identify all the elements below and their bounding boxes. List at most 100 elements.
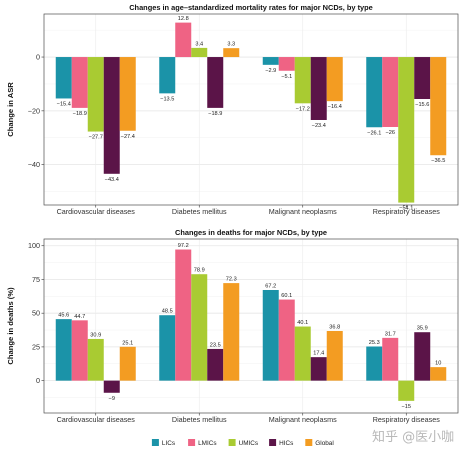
bar-lics-1 [55, 319, 72, 381]
legend-swatch-lics [151, 439, 159, 446]
bar-lics-3 [262, 289, 279, 381]
data-label: 12.8 [178, 16, 189, 22]
x-tick-label: Cardiovascular diseases [57, 207, 136, 216]
bar-lmics-2 [175, 22, 192, 58]
bar-lmics-2 [175, 249, 192, 381]
plot-border [43, 238, 459, 414]
bar-lmics-1 [71, 57, 88, 108]
y-tick-label: 25 [32, 342, 40, 351]
bar-umics-4 [398, 57, 415, 203]
data-label: −27.7 [89, 135, 103, 141]
y-tick-label: 75 [32, 275, 40, 284]
data-label: 25.3 [369, 340, 380, 346]
data-label: −26 [386, 130, 396, 136]
y-tick-label: 50 [32, 309, 40, 318]
data-label: 10 [435, 361, 441, 367]
data-label: 3.3 [227, 42, 235, 48]
data-label: −15 [402, 404, 412, 410]
y-tick-label: 100 [28, 241, 40, 250]
bar-lmics-1 [71, 320, 88, 381]
data-label: −16.4 [328, 104, 342, 110]
data-label: 40.1 [297, 320, 308, 326]
bar-umics-2 [191, 47, 208, 58]
y-axis-label: Change in ASR [6, 82, 15, 137]
x-tick-label: Diabetes mellitus [172, 207, 227, 216]
bar-hics-1 [103, 57, 120, 174]
data-label: −15.4 [57, 101, 71, 107]
data-label: 23.5 [210, 342, 221, 348]
data-label: 44.7 [74, 314, 85, 320]
data-label: −18.9 [208, 111, 222, 117]
legend-label-lmics: LMICs [198, 440, 216, 447]
bar-global-2 [223, 48, 240, 58]
bar-umics-1 [87, 338, 104, 381]
bar-global-3 [326, 57, 343, 102]
bar-lics-1 [55, 57, 72, 99]
data-label: 97.2 [178, 243, 189, 249]
bar-umics-1 [87, 57, 104, 132]
data-label: −13.5 [160, 96, 174, 102]
data-label: −2.9 [265, 68, 276, 74]
data-label: 72.3 [226, 277, 237, 283]
x-tick-label: Respiratory diseases [373, 415, 441, 424]
watermark-text: 知乎 @医小咖 [372, 430, 455, 445]
data-label: 3.4 [195, 41, 203, 47]
y-tick-label: 0 [36, 376, 40, 385]
chart-title: Changes in age–standardized mortality ra… [129, 3, 373, 12]
y-tick-label: −40 [28, 160, 40, 169]
data-label: 31.7 [385, 331, 396, 337]
bar-global-4 [430, 367, 447, 381]
y-axis-label: Change in deaths (%) [6, 287, 15, 365]
bar-global-1 [119, 346, 136, 381]
bar-lics-2 [159, 57, 176, 94]
x-tick-label: Malignant neoplasms [269, 415, 337, 424]
legend-swatch-global [305, 439, 313, 446]
bar-global-3 [326, 330, 343, 381]
data-label: −54.1 [399, 206, 413, 212]
data-label: −36.5 [431, 158, 445, 164]
legend-swatch-lmics [188, 439, 196, 446]
x-tick-label: Respiratory diseases [373, 207, 441, 216]
data-label: −23.4 [312, 123, 326, 129]
data-label: 36.8 [329, 324, 340, 330]
legend-label-hics: HICs [279, 440, 293, 447]
bar-global-2 [223, 283, 240, 381]
x-tick-label: Diabetes mellitus [172, 415, 227, 424]
data-label: −27.4 [121, 134, 135, 140]
bar-hics-4 [414, 57, 431, 100]
data-label: 60.1 [281, 293, 292, 299]
data-label: −43.4 [105, 177, 119, 183]
bar-lics-4 [366, 57, 383, 128]
bar-lics-4 [366, 346, 383, 381]
legend-label-umics: UMICs [239, 440, 259, 447]
data-label: −17.2 [296, 106, 310, 112]
chart-title: Changes in deaths for major NCDs, by typ… [175, 228, 327, 237]
bar-lmics-4 [382, 337, 399, 381]
data-label: −18.9 [73, 111, 87, 117]
plot-border [43, 13, 459, 206]
bar-lmics-4 [382, 57, 399, 127]
data-label: 17.4 [313, 351, 324, 357]
bar-umics-4 [398, 380, 415, 401]
data-label: 30.9 [90, 332, 101, 338]
bar-umics-3 [294, 326, 311, 381]
legend-swatch-umics [228, 439, 236, 446]
bar-hics-2 [207, 348, 224, 381]
bar-hics-1 [103, 380, 120, 393]
x-tick-label: Cardiovascular diseases [57, 415, 136, 424]
data-label: −26.1 [367, 130, 381, 136]
bar-umics-2 [191, 274, 208, 381]
bar-lmics-3 [278, 57, 295, 71]
bar-hics-2 [207, 57, 224, 108]
bar-lmics-3 [278, 299, 295, 381]
bar-hics-3 [310, 357, 327, 381]
y-tick-label: −20 [28, 106, 40, 115]
data-label: 45.6 [58, 313, 69, 319]
bar-global-1 [119, 57, 136, 131]
legend-label-lics: LICs [162, 440, 175, 447]
data-label: −15.6 [415, 102, 429, 108]
data-label: 67.2 [265, 283, 276, 289]
data-label: 35.9 [417, 326, 428, 332]
